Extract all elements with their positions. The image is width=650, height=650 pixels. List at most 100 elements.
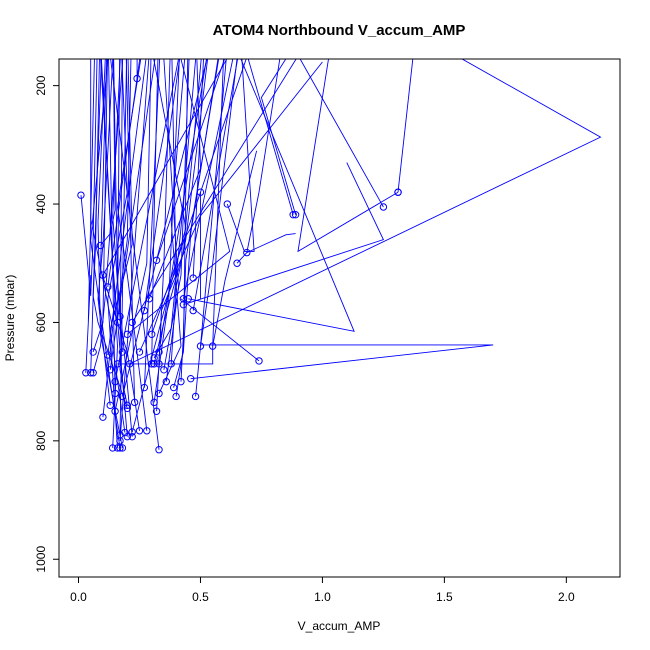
- data-point: [123, 432, 131, 441]
- x-tick-label: 1.5: [436, 590, 453, 604]
- data-point: [130, 398, 139, 407]
- data-point: [233, 259, 241, 267]
- series-line: [195, 59, 238, 397]
- data-point: [291, 210, 300, 219]
- data-point: [255, 357, 263, 365]
- data-point: [172, 392, 180, 401]
- data-point: [196, 342, 205, 350]
- data-point: [116, 431, 124, 439]
- series-line: [114, 59, 152, 412]
- data-point: [179, 300, 188, 309]
- series-line: [121, 59, 208, 397]
- data-point: [223, 200, 232, 208]
- x-tick-label: 1.0: [314, 590, 331, 604]
- data-point: [123, 401, 131, 410]
- series-line: [125, 59, 136, 403]
- data-point: [152, 407, 161, 415]
- data-point: [99, 413, 107, 421]
- data-point: [135, 348, 144, 356]
- series-line: [163, 59, 197, 370]
- y-tick-label: 600: [34, 312, 48, 332]
- data-point: [289, 210, 297, 219]
- series-line: [117, 59, 121, 323]
- y-tick-label: 200: [34, 75, 48, 95]
- data-point: [111, 407, 119, 415]
- data-point: [155, 389, 163, 398]
- data-point: [135, 427, 144, 435]
- data-point: [106, 366, 114, 374]
- series-line: [158, 59, 207, 353]
- series-line: [127, 59, 231, 335]
- series-line: [188, 59, 355, 332]
- series-line: [182, 59, 234, 299]
- series-line: [143, 59, 161, 388]
- data-point: [118, 444, 127, 452]
- series-line: [117, 59, 224, 365]
- series-line: [246, 59, 281, 253]
- data-point: [379, 203, 388, 211]
- data-point: [394, 188, 402, 196]
- data-point: [184, 295, 192, 303]
- series-line: [80, 59, 98, 296]
- series-line: [85, 59, 95, 373]
- data-point: [116, 444, 124, 452]
- plot-frame: [58, 58, 621, 578]
- data-point: [152, 256, 161, 264]
- series-line: [119, 59, 150, 441]
- series-line: [212, 150, 258, 347]
- series-line: [192, 59, 238, 311]
- series-layer: [77, 59, 602, 454]
- series-line: [175, 59, 189, 397]
- data-point: [118, 348, 127, 356]
- data-point: [150, 398, 158, 407]
- data-point: [143, 427, 151, 435]
- series-line: [102, 59, 228, 276]
- series-line: [397, 59, 414, 193]
- data-point: [160, 366, 168, 374]
- data-point: [104, 283, 112, 291]
- series-line: [297, 59, 399, 253]
- series-line: [183, 162, 385, 306]
- data-point: [145, 295, 153, 303]
- data-point: [99, 271, 107, 279]
- data-point: [162, 377, 171, 386]
- data-point: [77, 191, 85, 199]
- data-point: [140, 383, 149, 392]
- data-point: [106, 401, 114, 410]
- data-point: [96, 241, 105, 250]
- data-point: [87, 369, 95, 377]
- series-line: [92, 59, 128, 409]
- data-point: [140, 306, 149, 315]
- series-line: [129, 59, 602, 365]
- data-point: [89, 348, 97, 356]
- series-line: [236, 233, 296, 264]
- series-line: [90, 59, 100, 373]
- series-line: [260, 59, 297, 215]
- chart-title: ATOM4 Northbound V_accum_AMP: [213, 22, 466, 39]
- data-point: [113, 444, 122, 452]
- series-line: [107, 59, 147, 356]
- series-line: [131, 59, 297, 323]
- data-point: [243, 248, 251, 257]
- series-line: [107, 59, 128, 448]
- series-line: [180, 298, 260, 362]
- data-point: [177, 377, 185, 386]
- data-point: [108, 444, 117, 452]
- series-line: [139, 61, 323, 353]
- data-point: [155, 348, 163, 356]
- series-line: [109, 59, 156, 370]
- series-line: [119, 59, 127, 435]
- x-axis-label: V_accum_AMP: [298, 619, 381, 633]
- data-point: [111, 389, 119, 398]
- series-line: [92, 59, 108, 353]
- data-point: [147, 330, 156, 338]
- series-line: [180, 59, 219, 382]
- data-point: [128, 428, 136, 436]
- series-line: [148, 59, 201, 299]
- y-tick-label: 800: [34, 431, 48, 451]
- data-point: [128, 318, 136, 327]
- data-point: [128, 432, 136, 441]
- series-line: [299, 59, 384, 208]
- y-tick-label: 400: [34, 194, 48, 214]
- data-point: [82, 369, 90, 377]
